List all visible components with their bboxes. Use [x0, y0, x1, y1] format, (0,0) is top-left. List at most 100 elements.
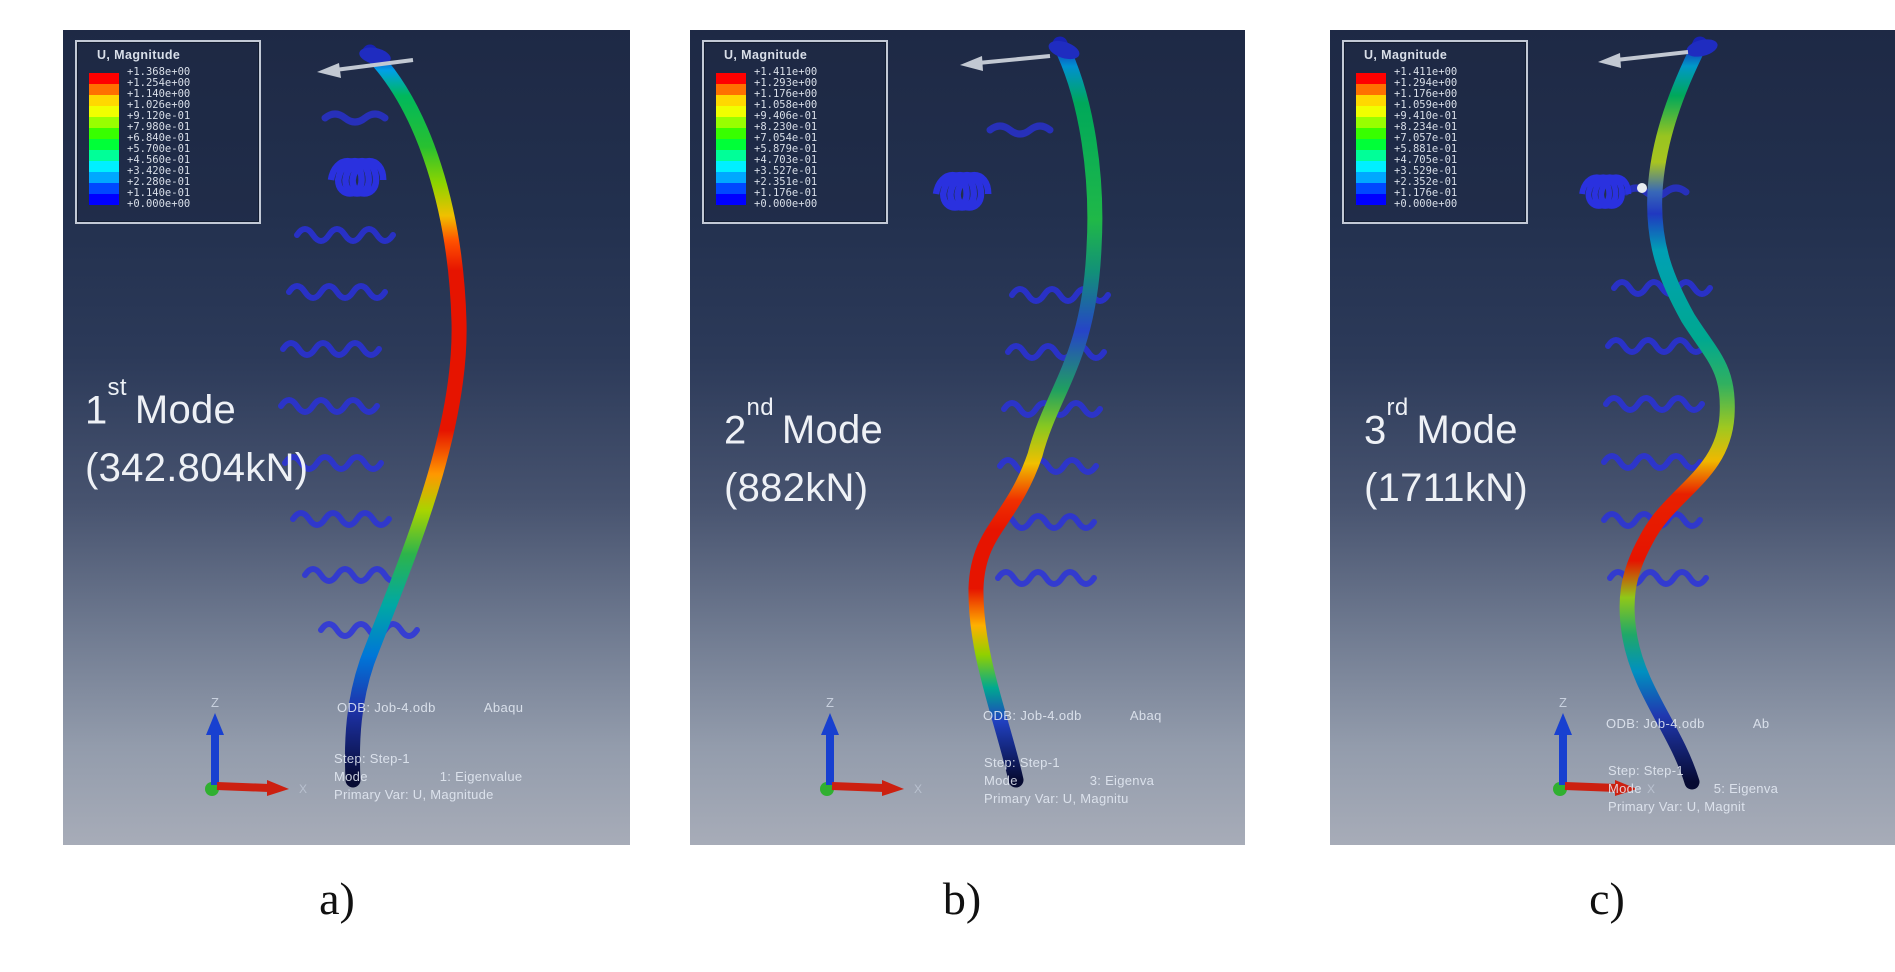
legend-value: +1.411e+00 [754, 66, 818, 78]
legend-value: +3.420e-01 [127, 165, 191, 177]
subfigure-caption-a: a) [319, 873, 355, 924]
primary-var-label: Primary Var: U, Magnit [1608, 799, 1746, 814]
step-status-block: Step: Step-1 Mode 3: Eigenva Primary Var… [984, 754, 1154, 808]
legend-value: +3.527e-01 [754, 165, 818, 177]
legend-color-band [1356, 106, 1386, 117]
legend-value: +7.980e-01 [127, 121, 191, 133]
primary-var-label: Primary Var: U, Magnitude [334, 787, 494, 802]
axis-triad: Z X [205, 695, 307, 796]
legend-color-band [716, 117, 746, 128]
load-arrow-icon [1598, 50, 1689, 68]
legend-value: +1.176e-01 [754, 187, 818, 199]
legend-value: +1.059e+00 [1394, 99, 1458, 111]
legend-color-band [1356, 84, 1386, 95]
legend-colorbar [716, 73, 746, 205]
legend-value: +8.234e-01 [1394, 121, 1458, 133]
mode1-annotation: 1stMode (342.804kN) [85, 374, 309, 491]
mode1-title: 1stMode [85, 374, 237, 433]
legend-value: +2.280e-01 [127, 176, 191, 188]
legend-value: +4.705e-01 [1394, 154, 1458, 166]
mode1-critical-load: (342.804kN) [85, 446, 309, 491]
mode2-deformed-shape-scene: Z X [820, 36, 1245, 796]
primary-var-label: Primary Var: U, Magnitu [984, 791, 1129, 806]
legend-color-band [716, 84, 746, 95]
legend-color-band [1356, 128, 1386, 139]
mode-eigenvalue-line: Mode 3: Eigenva [984, 773, 1155, 788]
contour-legend: U, Magnitude +1.411e+00 +1.293e+00 +1.176e… [702, 40, 888, 224]
odb-file-label: ODB: Job-4.odb [1606, 716, 1705, 731]
legend-color-band [716, 95, 746, 106]
mode-eigenvalue-line: Mode 1: Eigenvalue [334, 769, 523, 784]
legend-color-band [716, 128, 746, 139]
pile-top-cap [1686, 39, 1718, 57]
legend-value: +0.000e+00 [754, 198, 818, 210]
legend-color-band [89, 84, 119, 95]
legend-value: +4.560e-01 [127, 154, 191, 166]
legend-value: +5.700e-01 [127, 143, 191, 155]
odb-status-line: ODB: Job-4.odb Abaq [983, 708, 1162, 723]
legend-color-band [1356, 150, 1386, 161]
step-status-block: Step: Step-1 Mode 5: Eigenva Primary Var… [1608, 762, 1778, 816]
legend-value: +9.410e-01 [1394, 110, 1458, 122]
legend-values: +1.411e+00 +1.294e+00 +1.176e+00 +1.059e+00… [1394, 67, 1457, 210]
mode2-title: 2ndMode [724, 394, 884, 453]
mode3-critical-load: (1711kN) [1364, 466, 1528, 511]
legend-title: U, Magnitude [1364, 48, 1448, 62]
legend-value: +6.840e-01 [127, 132, 191, 144]
legend-value: +1.176e-01 [1394, 187, 1458, 199]
legend-colorbar [1356, 73, 1386, 205]
legend-color-band [716, 106, 746, 117]
mode3-deformed-shape-scene: Z X [1553, 36, 1735, 796]
legend-colorbar [89, 73, 119, 205]
legend-value: +9.406e-01 [754, 110, 818, 122]
pile-mode2-contour [968, 36, 1103, 788]
legend-color-band [89, 150, 119, 161]
step-label: Step: Step-1 [1608, 763, 1684, 778]
legend-value: +1.176e+00 [1394, 88, 1458, 100]
legend-color-band [89, 128, 119, 139]
legend-value: +1.058e+00 [754, 99, 818, 111]
legend-color-band [1356, 194, 1386, 205]
triad-x-label: X [914, 782, 922, 796]
legend-value: +8.230e-01 [754, 121, 818, 133]
mode3-title: 3rdMode [1364, 394, 1518, 453]
abaqus-viewport-mode3: Z X U, Magnitude +1.411e+00 +1.294e+00 +1.… [1330, 30, 1895, 845]
load-arrow-icon [960, 54, 1051, 71]
legend-color-band [89, 172, 119, 183]
legend-color-band [89, 139, 119, 150]
legend-color-band [89, 95, 119, 106]
abaqus-viewport-mode1: Z X U, Magnitude +1.368e+00 +1.254e+00 +1.… [63, 30, 630, 845]
legend-color-band [716, 183, 746, 194]
legend-color-band [1356, 139, 1386, 150]
legend-color-band [89, 194, 119, 205]
legend-values: +1.368e+00 +1.254e+00 +1.140e+00 +1.026e+00… [127, 67, 190, 210]
legend-value: +2.352e-01 [1394, 176, 1458, 188]
pile-mode3-contour [1619, 36, 1735, 790]
legend-value: +7.054e-01 [754, 132, 818, 144]
step-label: Step: Step-1 [334, 751, 410, 766]
legend-color-band [716, 139, 746, 150]
legend-value: +9.120e-01 [127, 110, 191, 122]
legend-value: +1.294e+00 [1394, 77, 1458, 89]
legend-value: +1.140e+00 [127, 88, 191, 100]
odb-status-line: ODB: Job-4.odb Ab [1606, 716, 1770, 731]
odb-file-label: ODB: Job-4.odb [337, 700, 436, 715]
legend-values: +1.411e+00 +1.293e+00 +1.176e+00 +1.058e+00… [754, 67, 817, 210]
odb-status-line: ODB: Job-4.odb Abaqu [337, 700, 523, 715]
legend-value: +1.293e+00 [754, 77, 818, 89]
legend-value: +2.351e-01 [754, 176, 818, 188]
legend-color-band [716, 150, 746, 161]
legend-color-band [1356, 117, 1386, 128]
legend-value: +0.000e+00 [127, 198, 191, 210]
step-status-block: Step: Step-1 Mode 1: Eigenvalue Primary … [334, 750, 522, 804]
legend-value: +1.140e-01 [127, 187, 191, 199]
axis-triad: Z X [820, 695, 922, 796]
contour-legend: U, Magnitude +1.368e+00 +1.254e+00 +1.140e… [75, 40, 261, 224]
legend-color-band [89, 183, 119, 194]
contour-legend: U, Magnitude +1.411e+00 +1.294e+00 +1.176e… [1342, 40, 1528, 224]
abaqus-version-label: Ab [1752, 716, 1770, 731]
soil-spring-symbols [281, 114, 417, 636]
legend-color-band [89, 106, 119, 117]
load-arrow-icon [317, 58, 414, 78]
legend-color-band [89, 73, 119, 84]
